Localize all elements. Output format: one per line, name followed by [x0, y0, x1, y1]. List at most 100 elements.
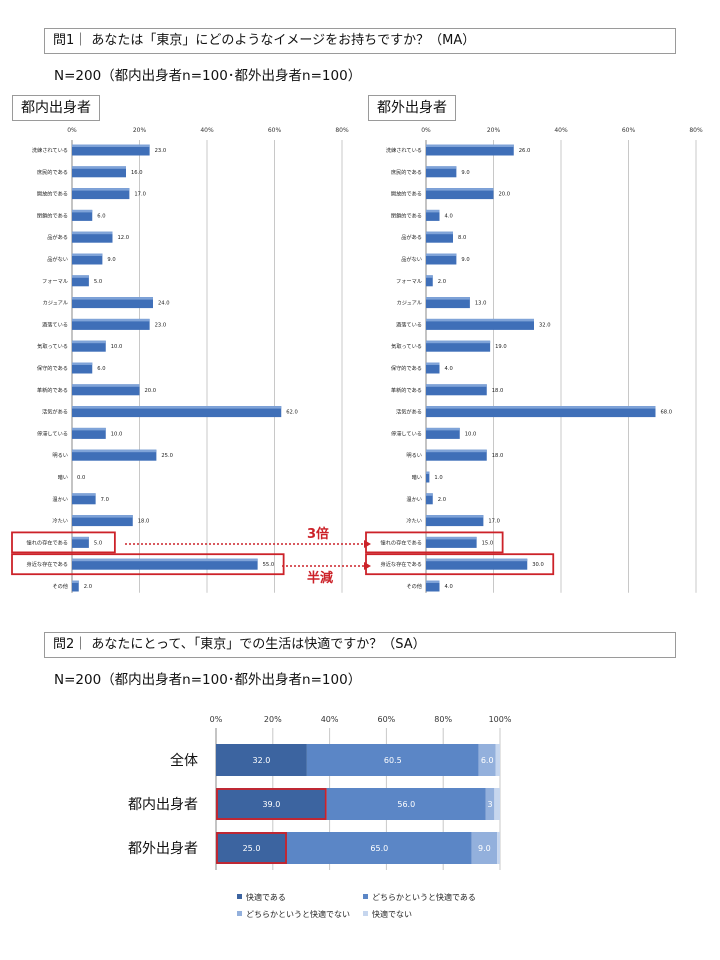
bar-highlight — [426, 427, 460, 431]
stacked-segment — [326, 788, 486, 820]
x-tick-label: 60% — [268, 127, 282, 134]
segment-value-label: 9.0 — [478, 844, 491, 853]
highlight-box — [216, 788, 327, 820]
x-tick-label: 20% — [487, 127, 501, 134]
value-label: 55.0 — [263, 562, 275, 568]
bar — [72, 166, 126, 178]
bar-highlight — [426, 362, 440, 365]
x-tick-label: 80% — [335, 127, 349, 134]
bar-highlight — [426, 340, 491, 344]
bar-highlight — [72, 188, 130, 191]
bar — [72, 536, 89, 548]
bar-highlight — [72, 362, 93, 365]
value-label: 24.0 — [158, 301, 170, 307]
category-label: 都外出身者 — [128, 841, 198, 857]
x-tick-label: 20% — [133, 127, 147, 134]
legend-swatch — [363, 911, 368, 916]
bar-highlight — [426, 384, 487, 387]
highlight-box — [11, 553, 285, 576]
category-label: 冷たい — [406, 517, 422, 525]
x-tick-label: 40% — [321, 715, 339, 724]
value-label: 30.0 — [532, 562, 544, 568]
bar — [72, 209, 93, 221]
segment-value-label: 6.0 — [481, 756, 494, 765]
segment-value-label: 2.0 — [501, 800, 514, 809]
bar — [72, 144, 150, 156]
bar-highlight — [72, 209, 93, 213]
value-label: 20.0 — [145, 388, 157, 394]
value-label: 17.0 — [134, 192, 146, 198]
category-label: 暗い — [412, 473, 422, 481]
category-label: 温かい — [406, 495, 422, 503]
bar — [72, 493, 96, 505]
value-label: 1.0 — [434, 475, 442, 481]
bar-highlight — [426, 275, 433, 278]
x-tick-label: 0% — [210, 715, 223, 724]
category-label: 暗い — [58, 473, 68, 481]
category-label: 閉鎖的である — [391, 211, 422, 219]
q1-title-box: 問1｜ あなたは「東京」にどのようなイメージをお持ちですか？（MA） — [44, 28, 676, 54]
bar — [426, 558, 528, 570]
stacked-segment — [216, 832, 287, 864]
bar — [426, 384, 487, 396]
bar-highlight — [72, 318, 150, 322]
triple-label: 3倍 — [307, 526, 329, 542]
value-label: 9.0 — [461, 257, 469, 263]
value-label: 18.0 — [492, 388, 504, 394]
bar-highlight — [72, 166, 126, 169]
half-label: 半減 — [307, 570, 333, 586]
value-label: 13.0 — [475, 301, 487, 307]
value-label: 2.0 — [438, 279, 446, 285]
bar — [72, 231, 113, 243]
stacked-segment — [494, 788, 500, 820]
bar — [426, 362, 440, 374]
value-label: 5.0 — [94, 279, 102, 285]
bar — [426, 188, 494, 200]
value-label: 20.0 — [499, 192, 511, 198]
bar — [72, 580, 79, 592]
stacked-segment — [471, 832, 498, 864]
bar-highlight — [426, 144, 514, 147]
bar — [72, 297, 153, 309]
stacked-segment — [495, 744, 500, 776]
bar-highlight — [426, 493, 433, 496]
bar-highlight — [72, 493, 96, 496]
segment-value-label: 60.5 — [384, 756, 402, 765]
value-label: 32.0 — [539, 322, 551, 328]
segment-value-label: 56.0 — [397, 800, 415, 809]
category-label: カジュアル — [43, 300, 68, 307]
category-label: 品がない — [401, 255, 422, 263]
value-label: 18.0 — [138, 519, 150, 525]
bar — [72, 406, 282, 418]
bar — [426, 406, 656, 418]
bar-highlight — [72, 536, 89, 540]
category-label: 身近な存在である — [381, 560, 422, 568]
bar-highlight — [426, 406, 656, 409]
bar-highlight — [426, 318, 534, 322]
value-label: 10.0 — [465, 431, 477, 437]
value-label: 68.0 — [661, 410, 673, 416]
bar — [72, 515, 133, 527]
category-label: 閉鎖的である — [37, 211, 68, 219]
category-label: 洗練されている — [32, 146, 68, 154]
bar-highlight — [72, 406, 282, 409]
category-label: 革新的である — [391, 386, 422, 394]
value-label: 6.0 — [97, 366, 105, 372]
bar — [426, 427, 460, 439]
bar-highlight — [426, 515, 484, 518]
category-label: 全体 — [170, 752, 198, 769]
category-label: 活気がある — [396, 408, 422, 416]
bar — [426, 449, 487, 461]
category-label: フォーマル — [396, 278, 422, 285]
bar — [426, 340, 491, 352]
value-label: 12.0 — [118, 235, 130, 241]
bar-highlight — [426, 166, 457, 169]
segment-value-label: 1.0 — [501, 844, 514, 853]
category-label: 酒落ている — [42, 320, 68, 328]
stacked-segment — [478, 744, 496, 776]
value-label: 6.0 — [97, 213, 105, 219]
bar — [426, 536, 477, 548]
legend-label: どちらかというと快適である — [372, 892, 476, 902]
